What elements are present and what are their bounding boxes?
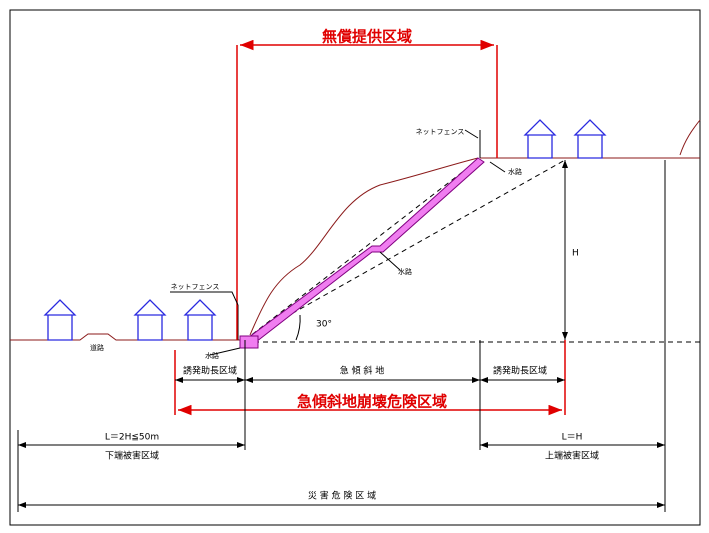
label: ネットフェンス bbox=[171, 283, 220, 291]
label: 誘発助長区域 bbox=[493, 365, 547, 377]
label: 道路 bbox=[90, 343, 104, 352]
label: H bbox=[572, 249, 579, 259]
label: 水路 bbox=[205, 351, 219, 360]
label: 水路 bbox=[508, 167, 522, 176]
label: 誘発助長区域 bbox=[183, 365, 237, 377]
label: 急 傾 斜 地 bbox=[340, 365, 385, 377]
label: 下端被害区域 bbox=[105, 450, 159, 462]
label: 30° bbox=[316, 320, 332, 330]
label: 災 害 危 険 区 域 bbox=[308, 490, 376, 502]
drawing bbox=[9, 9, 701, 526]
label: 急傾斜地崩壊危険区域 bbox=[297, 393, 447, 411]
label: L＝2H≦50m bbox=[105, 433, 159, 443]
label: ネットフェンス bbox=[416, 128, 465, 136]
label: L＝H bbox=[562, 433, 583, 443]
label: 無償提供区域 bbox=[322, 28, 412, 46]
label: 上端被害区域 bbox=[545, 450, 599, 462]
label: 水路 bbox=[398, 267, 412, 276]
